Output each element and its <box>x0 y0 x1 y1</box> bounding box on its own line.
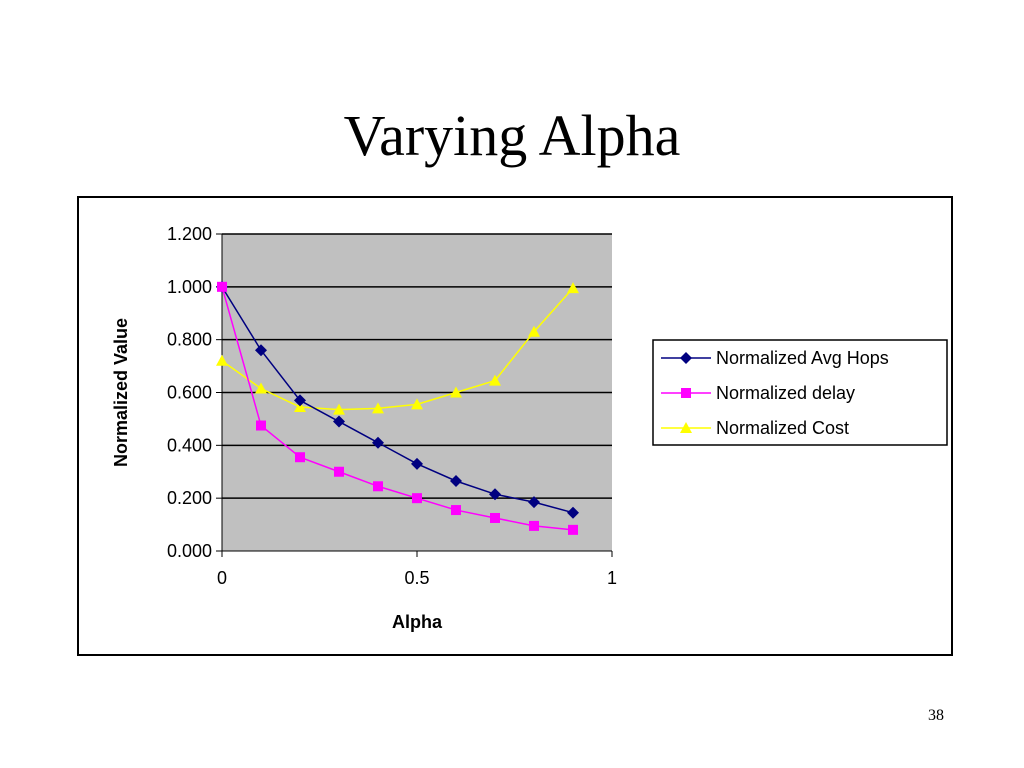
legend-marker <box>681 388 691 398</box>
slide-number: 38 <box>928 707 944 724</box>
x-tick-label: 0 <box>217 568 227 588</box>
data-point <box>294 394 306 407</box>
chart-container: 0.000 0.200 0.400 0.600 0.800 1.000 1.200 0 0.5 1… <box>77 196 953 656</box>
data-point <box>217 281 227 292</box>
data-point <box>567 282 579 294</box>
series-line <box>221 286 574 531</box>
y-axis-title: Normalized Value <box>111 318 131 467</box>
y-tick-label: 0.000 <box>167 541 212 561</box>
data-point <box>529 520 539 531</box>
data-point <box>255 344 267 357</box>
data-point <box>528 496 540 509</box>
y-tick-label: 0.600 <box>167 383 212 403</box>
data-point <box>334 466 344 477</box>
data-point <box>450 386 462 398</box>
slide-title: Varying Alpha <box>343 103 681 168</box>
data-point <box>528 325 540 337</box>
data-point <box>411 457 423 470</box>
data-point <box>373 481 383 492</box>
y-tick-label: 1.200 <box>167 224 212 244</box>
x-axis-title: Alpha <box>392 612 443 632</box>
y-tick-label: 0.400 <box>167 435 212 455</box>
data-point <box>216 354 228 366</box>
series-line <box>221 287 574 411</box>
x-tick-label: 1 <box>607 568 617 588</box>
data-point <box>450 474 462 487</box>
legend-marker <box>680 352 692 364</box>
legend-marker <box>680 422 692 433</box>
y-tick-label: 1.000 <box>167 277 212 297</box>
data-point <box>295 452 305 463</box>
y-tick-label: 0.200 <box>167 488 212 508</box>
x-tick-label: 0.5 <box>404 568 429 588</box>
data-point <box>333 403 345 415</box>
series-line <box>221 286 574 514</box>
data-point <box>294 401 306 413</box>
line-chart: 0.000 0.200 0.400 0.600 0.800 1.000 1.200 0 0.5 1… <box>111 224 948 632</box>
data-point <box>411 398 423 410</box>
data-point <box>412 493 422 504</box>
data-point <box>489 374 501 386</box>
data-point <box>451 505 461 516</box>
data-point <box>372 436 384 449</box>
legend-label: Normalized Avg Hops <box>716 348 889 368</box>
data-point <box>490 512 500 523</box>
data-point <box>255 382 267 394</box>
data-point <box>568 524 578 535</box>
data-point <box>567 506 579 519</box>
data-point <box>256 420 266 431</box>
data-point <box>333 415 345 428</box>
legend-label: Normalized Cost <box>716 418 849 438</box>
data-point <box>372 402 384 414</box>
data-point <box>489 488 501 501</box>
legend-label: Normalized delay <box>716 383 855 403</box>
y-tick-label: 0.800 <box>167 330 212 350</box>
